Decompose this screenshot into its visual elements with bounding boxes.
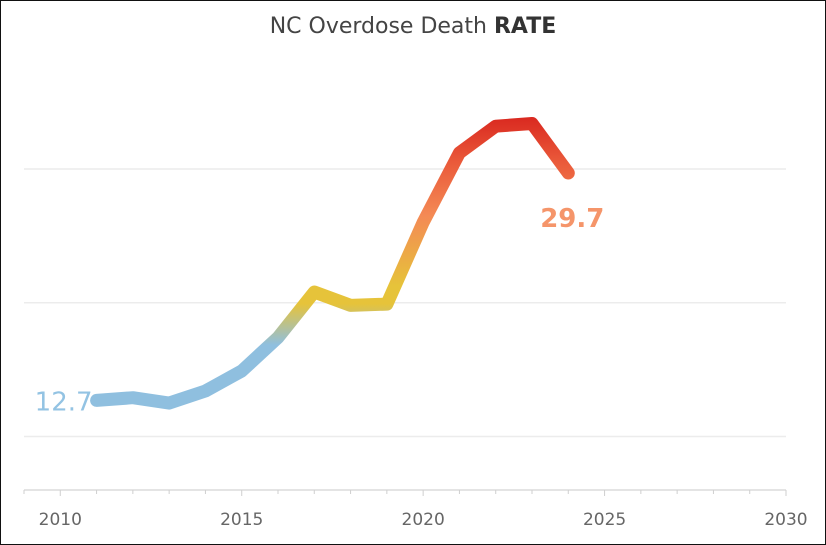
data-point (422, 222, 424, 224)
x-tick-label: 2030 (764, 510, 807, 530)
data-point (313, 291, 315, 293)
data-point (168, 402, 170, 404)
x-tick-label: 2025 (583, 510, 626, 530)
data-point (567, 172, 569, 174)
series-line (90, 117, 575, 410)
chart-title-emphasis: RATE (493, 14, 557, 39)
x-tick-label: 2020 (402, 510, 445, 530)
grid-layer (24, 168, 786, 438)
data-point (495, 125, 497, 127)
x-tick-label: 2010 (39, 510, 82, 530)
data-point (531, 123, 533, 125)
data-point (96, 399, 98, 401)
data-point (132, 397, 134, 399)
data-point (241, 370, 243, 372)
data-label-layer: 12.7 29.7 (35, 204, 605, 417)
data-point (458, 152, 460, 154)
chart-title-prefix: NC Overdose Death (269, 14, 494, 39)
start-value-label: 12.7 (35, 387, 93, 417)
data-point (350, 304, 352, 306)
x-axis: 2010 2015 2020 2025 2030 (23, 489, 808, 530)
series-layer (90, 117, 575, 410)
data-point (277, 337, 279, 339)
x-tick-label: 2015 (220, 510, 263, 530)
data-point (204, 390, 206, 392)
end-value-label: 29.7 (540, 204, 604, 234)
chart-title: NC Overdose Death RATE (0, 14, 826, 39)
data-point (386, 303, 388, 305)
